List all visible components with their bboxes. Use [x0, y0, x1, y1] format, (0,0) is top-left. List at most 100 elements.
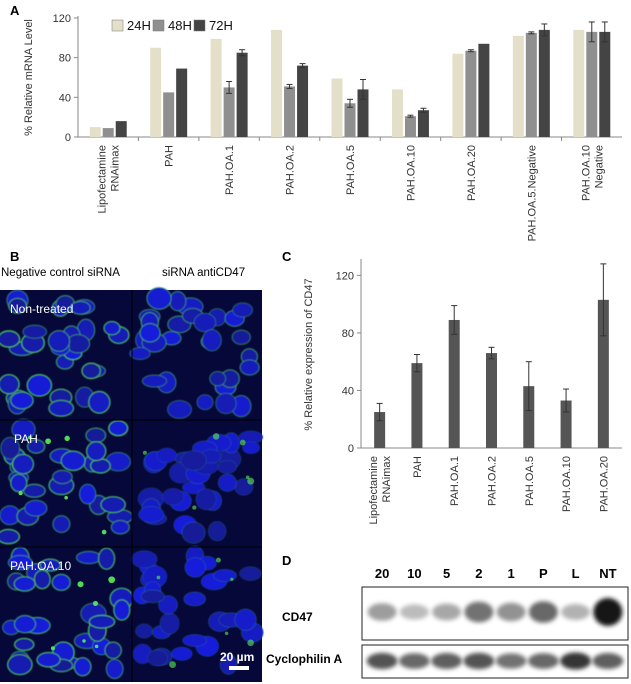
bar-72H-1	[176, 68, 188, 137]
bar-cd47-1	[411, 363, 423, 448]
microscopy-tile	[132, 420, 264, 547]
x-category-label: PAH.OA.20	[466, 145, 478, 201]
error-bar	[451, 305, 458, 335]
panel-a-bar-chart: 0 40 80 120 % Relative mRNA Level Lipofectami…	[23, 13, 622, 241]
bar-cd47-5	[560, 400, 572, 448]
bar-24H-4	[331, 78, 343, 137]
bar-24H-3	[271, 29, 283, 137]
x-category-label: RNAimax	[110, 145, 122, 192]
x-category-label: PAH.OA.2	[487, 456, 499, 506]
error-bar	[488, 346, 495, 360]
x-category-label: RNAimax	[381, 456, 393, 503]
x-category-label: Negative	[593, 145, 605, 188]
x-category-label: PAH.OA.2	[285, 145, 297, 195]
bar-24H-0	[89, 127, 101, 137]
scale-bar-label: 20 µm	[220, 650, 254, 664]
row-label-pah: PAH	[14, 432, 38, 446]
bar-48H-0	[102, 128, 114, 137]
bar-48H-8	[586, 31, 598, 138]
bar-cd47-6	[597, 299, 609, 448]
panel-d-western-blot: 20 10 5 2 1 P L NT CD47 Cyclophilin A	[266, 566, 629, 679]
x-category-label: PAH.OA.1	[224, 145, 236, 195]
protein-label-cd47: CD47	[282, 610, 313, 624]
band-cyclophilin-20	[366, 652, 398, 670]
microscopy-tile	[0, 546, 134, 682]
bar-72H-5	[417, 110, 429, 137]
y-tick-label: 80	[59, 53, 71, 65]
band-cd47-P	[528, 601, 558, 623]
x-category-label: PAH.OA.20	[598, 456, 610, 512]
panel-c-letter: C	[282, 249, 292, 264]
band-cd47-20	[367, 603, 397, 621]
column-header-negative-control: Negative control siRNA	[1, 267, 120, 279]
band-cyclophilin-P	[527, 653, 559, 669]
row-label-non-treated: Non-treated	[10, 302, 73, 316]
x-category-label: PAH.OA.5.Negative	[526, 145, 538, 241]
error-bar	[541, 23, 548, 37]
bar-48H-3	[284, 86, 296, 137]
error-bar	[600, 263, 607, 337]
lane-label-10: 10	[407, 566, 421, 581]
error-bar	[528, 31, 535, 35]
y-axis-label: % Relative expression of CD47	[303, 278, 315, 430]
bar-48H-1	[163, 92, 175, 137]
x-category-label: PAH.OA.5	[345, 145, 357, 195]
bar-cd47-0	[374, 412, 386, 448]
y-tick-label: 80	[342, 328, 354, 340]
band-cyclophilin-L	[560, 652, 592, 670]
bar-72H-6	[478, 43, 490, 137]
y-axis-label: % Relative mRNA Level	[23, 19, 35, 136]
lane-label-2: 2	[475, 566, 482, 581]
error-bar	[525, 361, 532, 412]
lane-label-NT: NT	[599, 566, 616, 581]
microscopy-tile	[129, 286, 262, 420]
y-tick-label: 0	[65, 132, 71, 144]
bar-24H-1	[150, 47, 162, 137]
error-bar	[467, 49, 474, 53]
bar-72H-2	[236, 52, 248, 138]
error-bar	[601, 21, 608, 43]
x-category-label: PAH	[412, 456, 424, 478]
bar-cd47-2	[448, 319, 460, 448]
x-category-label: PAH	[164, 145, 176, 167]
error-bar	[239, 49, 246, 57]
band-cd47-2	[464, 601, 494, 623]
legend-swatch-48H	[152, 19, 165, 32]
bar-72H-7	[538, 29, 550, 137]
bar-cd47-3	[486, 353, 497, 448]
x-category-label: PAH.OA.1	[449, 456, 461, 506]
bar-cd47-4	[523, 386, 535, 448]
lane-label-1: 1	[508, 566, 515, 581]
column-header-sirna-anticd47: siRNA antiCD47	[162, 267, 245, 279]
lane-label-20: 20	[375, 566, 389, 581]
error-bar	[563, 388, 570, 413]
bar-24H-7	[512, 35, 524, 137]
bar-24H-5	[391, 89, 403, 137]
bar-72H-0	[115, 121, 127, 137]
bar-48H-7	[525, 32, 537, 137]
band-cd47-1	[496, 602, 526, 622]
band-cyclophilin-1	[495, 653, 527, 669]
band-cd47-10	[399, 604, 429, 620]
error-bar	[347, 98, 353, 108]
bar-48H-6	[465, 50, 477, 137]
lane-label-L: L	[572, 566, 580, 581]
panel-d-letter: D	[282, 553, 291, 568]
protein-label-cyclophilin-a: Cyclophilin A	[266, 652, 343, 666]
scale-bar	[229, 666, 249, 670]
band-cyclophilin-2	[463, 652, 495, 670]
row-label-pah-oa-10: PAH.OA.10	[10, 559, 71, 573]
band-cd47-NT	[593, 598, 623, 626]
x-category-label: Lipofectamine	[368, 456, 380, 525]
error-bar	[413, 354, 420, 373]
y-tick-label: 40	[59, 92, 71, 104]
band-cyclophilin-10	[398, 653, 430, 669]
error-bar	[299, 63, 306, 69]
y-tick-label: 0	[348, 443, 354, 455]
x-category-label: PAH.OA.10	[405, 145, 417, 201]
band-cd47-5	[432, 603, 462, 621]
bar-24H-6	[452, 53, 464, 138]
x-category-label: PAH.OA.5	[524, 456, 536, 506]
legend-label-24H: 24H	[127, 18, 151, 33]
